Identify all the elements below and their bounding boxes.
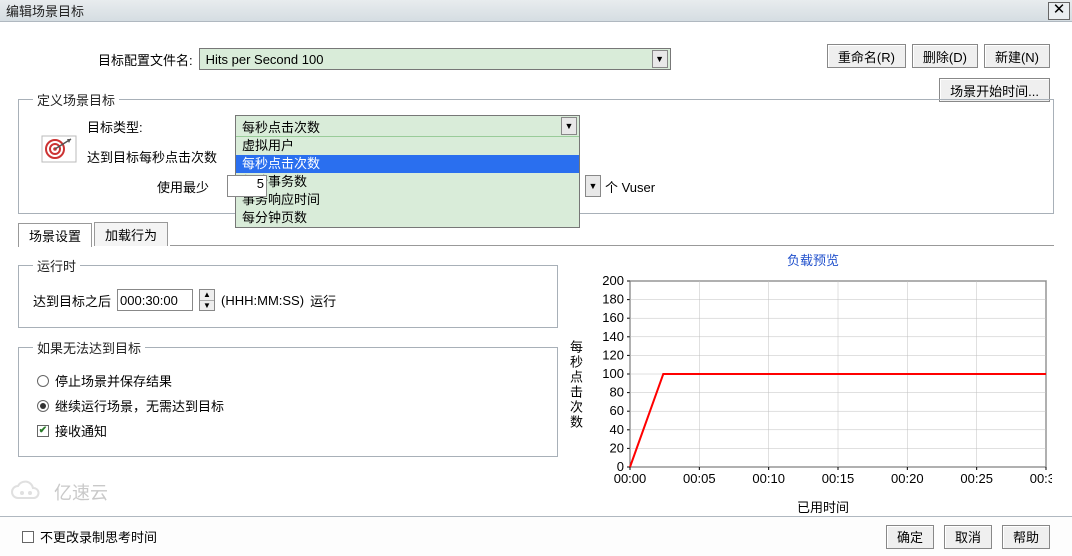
chevron-down-icon[interactable]: ▼: [652, 50, 668, 68]
chevron-down-icon[interactable]: ▼: [585, 175, 601, 197]
ok-button[interactable]: 确定: [886, 525, 934, 549]
spin-down-icon: ▼: [200, 301, 214, 311]
goal-type-selected: 每秒点击次数: [242, 117, 320, 136]
goal-type-option[interactable]: 虚拟用户: [236, 137, 579, 155]
close-button[interactable]: ✕: [1048, 2, 1070, 20]
help-button[interactable]: 帮助: [1002, 525, 1050, 549]
delete-button[interactable]: 删除(D): [912, 44, 978, 68]
goal-legend: 定义场景目标: [33, 90, 119, 109]
checkbox-no-modify-think-time[interactable]: 不更改录制思考时间: [22, 527, 157, 546]
goal-type-label: 目标类型:: [87, 117, 143, 136]
svg-text:00:25: 00:25: [960, 471, 993, 486]
goal-type-option[interactable]: 事务响应时间: [236, 191, 579, 209]
radio-icon: [37, 375, 49, 387]
svg-text:140: 140: [602, 329, 624, 344]
use-min-label: 使用最少: [157, 177, 209, 196]
target-icon: [41, 135, 77, 163]
min-vuser-input[interactable]: 5: [227, 175, 267, 197]
goal-type-option[interactable]: 每秒点击次数: [236, 155, 579, 173]
tabs: 场景设置 加载行为: [18, 222, 1054, 246]
vuser-unit-label: 个 Vuser: [605, 177, 655, 196]
svg-text:60: 60: [610, 403, 624, 418]
window-title: 编辑场景目标: [6, 1, 84, 20]
svg-text:00:05: 00:05: [683, 471, 716, 486]
profile-name-combo[interactable]: Hits per Second 100 ▼: [199, 48, 671, 70]
reach-after-label: 达到目标之后: [33, 291, 111, 310]
chart-x-label: 已用时间: [592, 497, 1054, 516]
config-label: 目标配置文件名:: [98, 50, 193, 69]
runtime-legend: 运行时: [33, 256, 80, 275]
svg-text:40: 40: [610, 422, 624, 437]
chart-panel: 负载预览 每秒点击次数 0204060801001201401601802000…: [572, 246, 1054, 516]
cancel-button[interactable]: 取消: [944, 525, 992, 549]
svg-text:120: 120: [602, 347, 624, 362]
fallback-legend: 如果无法达到目标: [33, 338, 145, 357]
svg-text:180: 180: [602, 292, 624, 307]
run-suffix-label: 运行: [310, 291, 336, 310]
load-preview-chart: 每秒点击次数 02040608010012014016018020000:000…: [592, 275, 1052, 495]
goal-fieldset: 定义场景目标 目标类型: 每秒点击次数 ▼ 虚拟用户每秒点击次数每秒事务数事务响…: [18, 90, 1054, 214]
goal-type-options: 虚拟用户每秒点击次数每秒事务数事务响应时间每分钟页数: [236, 136, 579, 227]
svg-text:00:30: 00:30: [1030, 471, 1052, 486]
cloud-icon: [6, 478, 48, 506]
spin-up-icon: ▲: [200, 290, 214, 301]
profile-name-value: Hits per Second 100: [206, 52, 324, 67]
title-bar: 编辑场景目标 ✕: [0, 0, 1072, 22]
watermark: 亿速云: [6, 478, 108, 506]
goal-type-select[interactable]: 每秒点击次数 ▼ 虚拟用户每秒点击次数每秒事务数事务响应时间每分钟页数: [235, 115, 580, 228]
svg-text:00:15: 00:15: [822, 471, 855, 486]
svg-text:80: 80: [610, 385, 624, 400]
svg-text:00:10: 00:10: [752, 471, 785, 486]
tab-load-behavior[interactable]: 加载行为: [94, 222, 168, 246]
chevron-down-icon[interactable]: ▼: [561, 117, 577, 135]
radio-stop-scene[interactable]: 停止场景并保存结果: [37, 371, 543, 390]
tab-scene-settings[interactable]: 场景设置: [18, 223, 92, 247]
checkbox-icon: ✔: [37, 425, 49, 437]
radio-continue-scene[interactable]: 继续运行场景，无需达到目标: [37, 396, 543, 415]
chart-title: 负载预览: [572, 250, 1054, 269]
svg-text:160: 160: [602, 310, 624, 325]
reach-goal-label: 达到目标每秒点击次数: [87, 147, 217, 166]
rename-button[interactable]: 重命名(R): [827, 44, 906, 68]
goal-type-option[interactable]: 每秒事务数: [236, 173, 579, 191]
svg-text:00:00: 00:00: [614, 471, 647, 486]
time-format-label: (HHH:MM:SS): [221, 293, 304, 308]
svg-text:100: 100: [602, 366, 624, 381]
svg-text:20: 20: [610, 440, 624, 455]
checkbox-receive-notify[interactable]: ✔ 接收通知: [37, 421, 543, 440]
new-button[interactable]: 新建(N): [984, 44, 1050, 68]
duration-spinner[interactable]: ▲▼: [199, 289, 215, 311]
svg-text:00:20: 00:20: [891, 471, 924, 486]
radio-icon: [37, 400, 49, 412]
svg-text:200: 200: [602, 275, 624, 288]
footer-bar: 不更改录制思考时间 确定 取消 帮助: [0, 516, 1072, 556]
runtime-fieldset: 运行时 达到目标之后 000:30:00 ▲▼ (HHH:MM:SS) 运行: [18, 256, 558, 328]
checkbox-icon: [22, 531, 34, 543]
chart-y-label: 每秒点击次数: [566, 340, 585, 430]
fallback-fieldset: 如果无法达到目标 停止场景并保存结果 继续运行场景，无需达到目标 ✔ 接收通知: [18, 338, 558, 457]
run-duration-input[interactable]: 000:30:00: [117, 289, 193, 311]
